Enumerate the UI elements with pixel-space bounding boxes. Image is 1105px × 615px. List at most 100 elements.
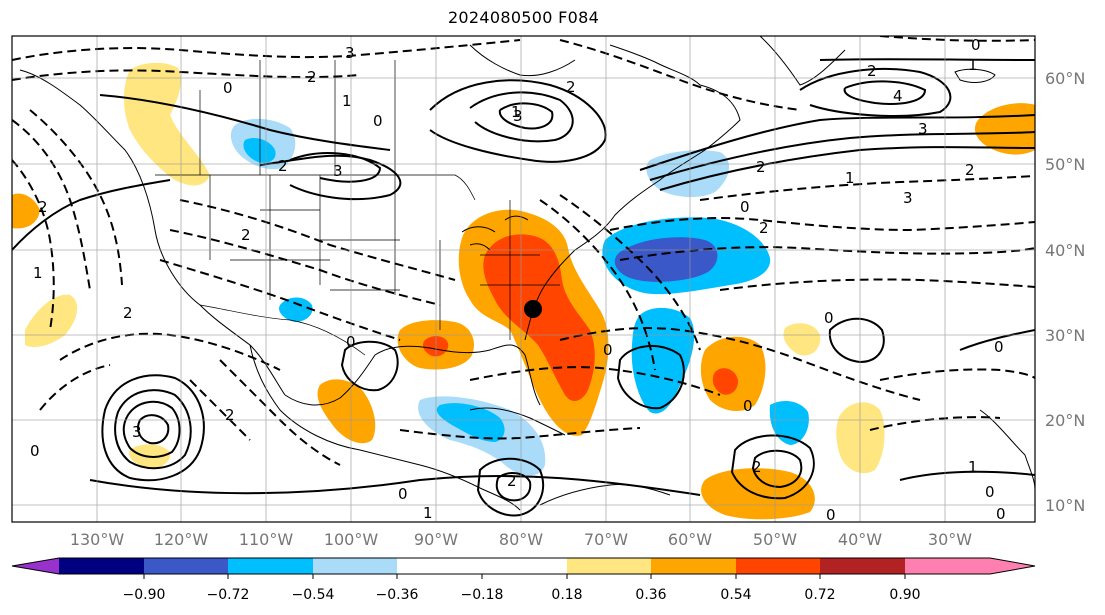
- contour-west-pacific: [12, 179, 171, 251]
- colorbar-tick: −0.18: [461, 587, 504, 603]
- dashed-contour-east-atlantic-2: [869, 416, 1001, 431]
- warm-anomaly-mexico: [317, 379, 376, 444]
- contour-cyclone-core: [137, 414, 170, 445]
- contour-label: 3: [513, 107, 523, 125]
- latitude-labels: 60°N 50°N 40°N 30°N 20°N 10°N: [1045, 69, 1085, 515]
- contour-label: 0: [824, 309, 834, 327]
- contour-label: 2: [307, 68, 317, 86]
- contour-label: 2: [752, 458, 762, 476]
- contour-canada-low: [259, 154, 402, 201]
- colorbar-tick: 0.90: [889, 587, 920, 603]
- dashed-contour-east-atlantic: [879, 368, 1035, 381]
- contour-east-atlantic-high: [799, 68, 952, 117]
- contour-labels: 0 2 1 2 3 2 3 3 0 1 2 4 3 0 2 3 1 2 2 0 …: [30, 36, 1006, 524]
- contour-label: 1: [968, 458, 978, 476]
- dashed-contour-mexico-2: [189, 379, 251, 441]
- coastline-mexico: [249, 344, 421, 466]
- dashed-contour-tropics-2: [469, 366, 721, 396]
- negative-contours: [12, 36, 1035, 466]
- colorbar-swatch: [397, 558, 567, 574]
- contour-label: 1: [423, 504, 433, 522]
- contour-label: 1: [511, 103, 521, 121]
- contour-label: 3: [903, 189, 913, 207]
- colorbar-swatch: [820, 558, 905, 574]
- contour-label: 1: [33, 264, 43, 282]
- contour-tropical-low: [730, 434, 815, 500]
- political-borders: [155, 60, 560, 356]
- contour-label: 1: [845, 169, 855, 187]
- us-mexico-border: [199, 304, 366, 356]
- colorbar-tick: 0.36: [635, 587, 666, 603]
- state-boundaries: [209, 175, 560, 340]
- map-area: [12, 36, 1035, 522]
- coastline-great-lakes: [461, 215, 529, 251]
- lon-label: 80°W: [499, 530, 543, 549]
- contour-southeast-low: [616, 344, 685, 410]
- contour-label: 2: [278, 157, 288, 175]
- contour-label: 4: [893, 87, 903, 105]
- dashed-contour-alaska: [12, 39, 521, 61]
- us-canada-border: [155, 174, 476, 201]
- contour-east-atlantic-high-inner: [843, 80, 927, 105]
- contour-label: 3: [333, 162, 343, 180]
- contour-label: 0: [743, 397, 753, 415]
- lon-label: 60°W: [668, 530, 712, 549]
- lat-label: 40°N: [1045, 241, 1085, 260]
- cool-anomaly-west-texas: [279, 297, 313, 322]
- colorbar-swatch: [651, 558, 736, 574]
- contour-label: 2: [241, 226, 251, 244]
- colorbar-swatch: [59, 558, 144, 574]
- colorbar-swatch: [567, 558, 651, 574]
- contour-label: 2: [759, 219, 769, 237]
- dashed-contour-east-us: [539, 199, 656, 371]
- contour-label: 0: [398, 485, 408, 503]
- dashed-contour-west-2: [29, 109, 123, 286]
- dashed-contour-west-us-3: [159, 259, 401, 341]
- coastline-south-america: [539, 484, 671, 506]
- colorbar: −0.90 −0.72 −0.54 −0.36 −0.18 0.18 0.36 …: [11, 557, 1036, 603]
- contour-tropical-low-inner: [751, 449, 803, 489]
- dashed-contour-atlantic: [609, 217, 1035, 232]
- contour-label: 2: [507, 472, 517, 490]
- plot-title: 2024080500 F084: [447, 8, 600, 27]
- province-boundaries: [199, 60, 396, 175]
- contour-label: 0: [994, 338, 1004, 356]
- dashed-contour-west-3: [12, 159, 55, 331]
- colorbar-tick: −0.54: [292, 587, 335, 603]
- dashed-contour-atlantic-4: [719, 278, 1035, 291]
- colorbar-tick: −0.90: [123, 587, 166, 603]
- contour-caribbean-low: [476, 457, 545, 517]
- dashed-contour-west-us-2: [169, 229, 441, 306]
- contour-label: 0: [971, 36, 981, 54]
- cool-anomaly-canada-core: [243, 138, 276, 163]
- contour-label: 0: [346, 333, 356, 351]
- lon-label: 110°W: [239, 530, 294, 549]
- warm-anomaly-pacific-nw: [124, 62, 210, 186]
- contour-hudson-high-inner: [469, 91, 574, 143]
- contour-label: 0: [996, 505, 1006, 523]
- cool-anomaly-east-atlantic: [769, 400, 809, 445]
- lon-label: 40°W: [838, 530, 882, 549]
- positive-contours: [12, 58, 1035, 517]
- contour-label: 2: [225, 406, 235, 424]
- hot-anomaly-eastern-us: [483, 234, 595, 402]
- contour-hudson-high: [429, 79, 607, 163]
- contour-label: 3: [132, 423, 142, 441]
- coastline-hudson-bay: [469, 44, 576, 77]
- warm-anomaly-pacific-edge: [12, 193, 40, 229]
- coastline-greenland: [759, 36, 846, 86]
- contour-label: 0: [826, 506, 836, 524]
- colorbar-tick: −0.36: [376, 587, 419, 603]
- contour-label: 2: [965, 161, 975, 179]
- colorbar-tick: 0.72: [804, 587, 835, 603]
- contour-cyclone-outer: [101, 374, 205, 482]
- colorbar-tick: 0.18: [551, 587, 582, 603]
- colorbar-tick: −0.72: [207, 587, 250, 603]
- coastline-canada-east: [609, 44, 741, 181]
- contour-cyclone-2: [114, 389, 192, 470]
- dashed-contour-pacific-south-2: [39, 364, 111, 411]
- dashed-contour-greenland: [559, 39, 801, 111]
- contour-label: 3: [918, 120, 928, 138]
- contour-north-pacific: [99, 94, 391, 151]
- storm-marker: [524, 300, 542, 318]
